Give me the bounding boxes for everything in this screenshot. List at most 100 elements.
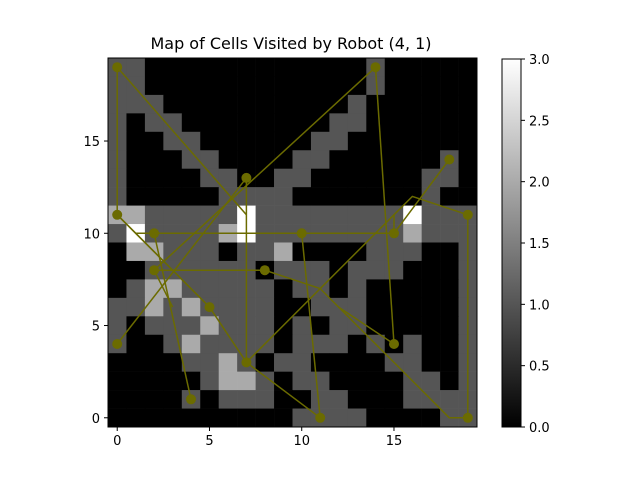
heatmap-cell-4-5 bbox=[181, 316, 201, 336]
heatmap-cell-3-17 bbox=[163, 94, 183, 114]
heatmap-cell-8-13 bbox=[255, 168, 275, 188]
heatmap-cell-5-7 bbox=[200, 279, 219, 299]
heatmap-cell-16-9 bbox=[403, 242, 422, 262]
colorbar bbox=[501, 58, 522, 428]
heatmap-cell-11-6 bbox=[310, 297, 330, 317]
heatmap-cell-19-15 bbox=[458, 131, 478, 151]
heatmap-cell-12-18 bbox=[329, 76, 349, 96]
heatmap-cell-6-1 bbox=[218, 390, 238, 409]
heatmap-cell-8-3 bbox=[255, 353, 275, 372]
heatmap-cell-11-11 bbox=[310, 205, 330, 225]
heatmap-cell-9-12 bbox=[274, 187, 293, 206]
heatmap-cell-11-4 bbox=[310, 334, 330, 354]
heatmap-cell-11-12 bbox=[310, 187, 330, 206]
x-axis: 0 5 10 15 bbox=[113, 427, 402, 449]
heatmap-cell-18-17 bbox=[440, 94, 459, 114]
heatmap-cell-6-9 bbox=[218, 242, 238, 262]
heatmap-cell-10-2 bbox=[292, 371, 312, 391]
heatmap-cell-3-14 bbox=[163, 150, 183, 169]
heatmap-cell-19-19 bbox=[458, 58, 478, 77]
heatmap-cell-8-11 bbox=[255, 205, 275, 225]
heatmap-cell-6-18 bbox=[218, 76, 238, 96]
heatmap-cell-2-3 bbox=[144, 353, 164, 372]
colorbar-tick-label-1.5: 1.5 bbox=[529, 237, 550, 252]
heatmap-cell-14-11 bbox=[366, 205, 386, 225]
heatmap-cell-17-7 bbox=[421, 279, 441, 299]
heatmap-cell-13-13 bbox=[347, 168, 367, 188]
heatmap-cell-9-9 bbox=[274, 242, 293, 262]
heatmap-cell-19-18 bbox=[458, 76, 478, 96]
heatmap-cell-0-3 bbox=[108, 353, 127, 372]
heatmap-cell-2-4 bbox=[144, 334, 164, 354]
y-axis: 0 5 10 15 bbox=[83, 135, 108, 427]
heatmap-cell-12-16 bbox=[329, 113, 349, 133]
heatmap-cell-1-5 bbox=[126, 316, 146, 336]
heatmap-cell-6-6 bbox=[218, 297, 238, 317]
heatmap-cell-7-0 bbox=[237, 408, 256, 428]
heatmap-cell-6-3 bbox=[218, 353, 238, 372]
heatmap-cell-6-5 bbox=[218, 316, 238, 336]
heatmap-cell-15-8 bbox=[384, 260, 404, 280]
heatmap-cell-0-10 bbox=[108, 224, 127, 243]
plot-frame bbox=[107, 57, 478, 428]
heatmap-cell-6-2 bbox=[218, 371, 238, 391]
heatmap-cell-4-18 bbox=[181, 76, 201, 96]
heatmap-cell-17-18 bbox=[421, 76, 441, 96]
heatmap-cell-14-15 bbox=[366, 131, 386, 151]
heatmap-cell-3-11 bbox=[163, 205, 183, 225]
heatmap-cell-5-9 bbox=[200, 242, 219, 262]
heatmap-cell-12-0 bbox=[329, 408, 349, 428]
heatmap-cell-12-3 bbox=[329, 353, 349, 372]
heatmap-cell-18-2 bbox=[440, 371, 459, 391]
heatmap-cell-6-7 bbox=[218, 279, 238, 299]
heatmap-cell-15-12 bbox=[384, 187, 404, 206]
heatmap-cell-16-6 bbox=[403, 297, 422, 317]
x-tick-label-5: 5 bbox=[205, 434, 213, 449]
heatmap-cell-9-0 bbox=[274, 408, 293, 428]
heatmap-cell-2-2 bbox=[144, 371, 164, 391]
heatmap-cell-18-13 bbox=[440, 168, 459, 188]
heatmap-cell-18-18 bbox=[440, 76, 459, 96]
heatmap-cell-7-2 bbox=[237, 371, 256, 391]
heatmap-cell-13-18 bbox=[347, 76, 367, 96]
heatmap-cell-13-1 bbox=[347, 390, 367, 409]
heatmap-cell-19-16 bbox=[458, 113, 478, 133]
heatmap-cell-5-19 bbox=[200, 58, 219, 77]
heatmap-cell-18-6 bbox=[440, 297, 459, 317]
heatmap-cell-4-6 bbox=[181, 297, 201, 317]
heatmap-cell-16-0 bbox=[403, 408, 422, 428]
heatmap-cell-14-5 bbox=[366, 316, 386, 336]
heatmap-cell-13-15 bbox=[347, 131, 367, 151]
heatmap-cell-2-13 bbox=[144, 168, 164, 188]
heatmap-cell-8-14 bbox=[255, 150, 275, 169]
heatmap-cell-13-16 bbox=[347, 113, 367, 133]
robot-stop-2-10 bbox=[149, 228, 160, 239]
heatmap-cell-18-7 bbox=[440, 279, 459, 299]
heatmap-cell-17-9 bbox=[421, 242, 441, 262]
heatmap-cell-2-14 bbox=[144, 150, 164, 169]
heatmap-cell-1-8 bbox=[126, 260, 146, 280]
heatmap-cell-1-17 bbox=[126, 94, 146, 114]
y-tick-label-0: 0 bbox=[92, 412, 100, 427]
heatmap-cell-6-11 bbox=[218, 205, 238, 225]
robot-stop-4-1 bbox=[186, 394, 196, 405]
heatmap-cell-14-1 bbox=[366, 390, 386, 409]
heatmap-cell-9-7 bbox=[274, 279, 293, 299]
heatmap-cell-0-6 bbox=[108, 297, 127, 317]
heatmap-cell-1-12 bbox=[126, 187, 146, 206]
heatmap-cell-2-5 bbox=[144, 316, 164, 336]
heatmap-cell-18-16 bbox=[440, 113, 459, 133]
heatmap-cell-17-0 bbox=[421, 408, 441, 428]
colorbar-tick-label-1.0: 1.0 bbox=[529, 298, 550, 313]
robot-path-13 bbox=[153, 269, 174, 308]
heatmap-cell-13-4 bbox=[347, 334, 367, 354]
heatmap-cell-17-14 bbox=[421, 150, 441, 169]
heatmap-cell-11-18 bbox=[310, 76, 330, 96]
heatmap-cell-6-12 bbox=[218, 187, 238, 206]
robot-stop-7-3 bbox=[241, 357, 252, 368]
heatmap-cell-2-18 bbox=[144, 76, 164, 96]
heatmap-cell-8-2 bbox=[255, 371, 275, 391]
heatmap-cell-19-17 bbox=[458, 94, 478, 114]
heatmap-cell-6-13 bbox=[218, 168, 238, 188]
robot-path-12 bbox=[135, 232, 211, 308]
